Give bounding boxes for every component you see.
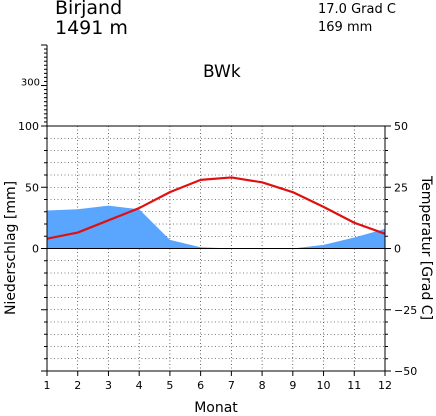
annual-precipitation: 169 mm bbox=[318, 20, 373, 35]
left-tick-label: 100 bbox=[18, 120, 39, 133]
right-tick-label: 25 bbox=[394, 181, 408, 194]
right-tick-label: 0 bbox=[394, 243, 401, 256]
y-axis-label-right: Temperatur [Grad C] bbox=[418, 175, 434, 320]
left-tick-label: 50 bbox=[25, 181, 39, 194]
x-tick-label: 8 bbox=[259, 379, 266, 392]
x-tick-label: 2 bbox=[74, 379, 81, 392]
x-tick-label: 3 bbox=[105, 379, 112, 392]
mean-temperature: 17.0 Grad C bbox=[318, 2, 396, 17]
right-tick-label: 50 bbox=[394, 120, 408, 133]
station-name: Birjand bbox=[55, 0, 123, 19]
right-tick-label: −25 bbox=[394, 304, 417, 317]
x-axis-label: Monat bbox=[194, 400, 238, 416]
precipitation-area-layer bbox=[47, 205, 385, 249]
x-tick-label: 9 bbox=[289, 379, 296, 392]
climate-classification: BWk bbox=[203, 62, 241, 82]
temperature-line-layer bbox=[46, 176, 386, 240]
x-tick-label: 11 bbox=[347, 379, 361, 392]
left-tick-label: 0 bbox=[32, 243, 39, 256]
station-elevation: 1491 m bbox=[55, 17, 128, 39]
x-tick-label: 6 bbox=[197, 379, 204, 392]
upper-scale-tick-label: 300 bbox=[21, 77, 40, 88]
x-tick-label: 7 bbox=[228, 379, 235, 392]
temperature-line bbox=[46, 176, 386, 240]
y-axis-label-left: Niederschlag [mm] bbox=[3, 181, 19, 315]
x-tick-label: 12 bbox=[378, 379, 392, 392]
x-tick-label: 1 bbox=[44, 379, 51, 392]
precipitation-area bbox=[47, 205, 385, 249]
x-tick-label: 4 bbox=[136, 379, 143, 392]
right-tick-label: −50 bbox=[394, 365, 417, 378]
x-tick-label: 10 bbox=[317, 379, 331, 392]
x-tick-label: 5 bbox=[166, 379, 173, 392]
